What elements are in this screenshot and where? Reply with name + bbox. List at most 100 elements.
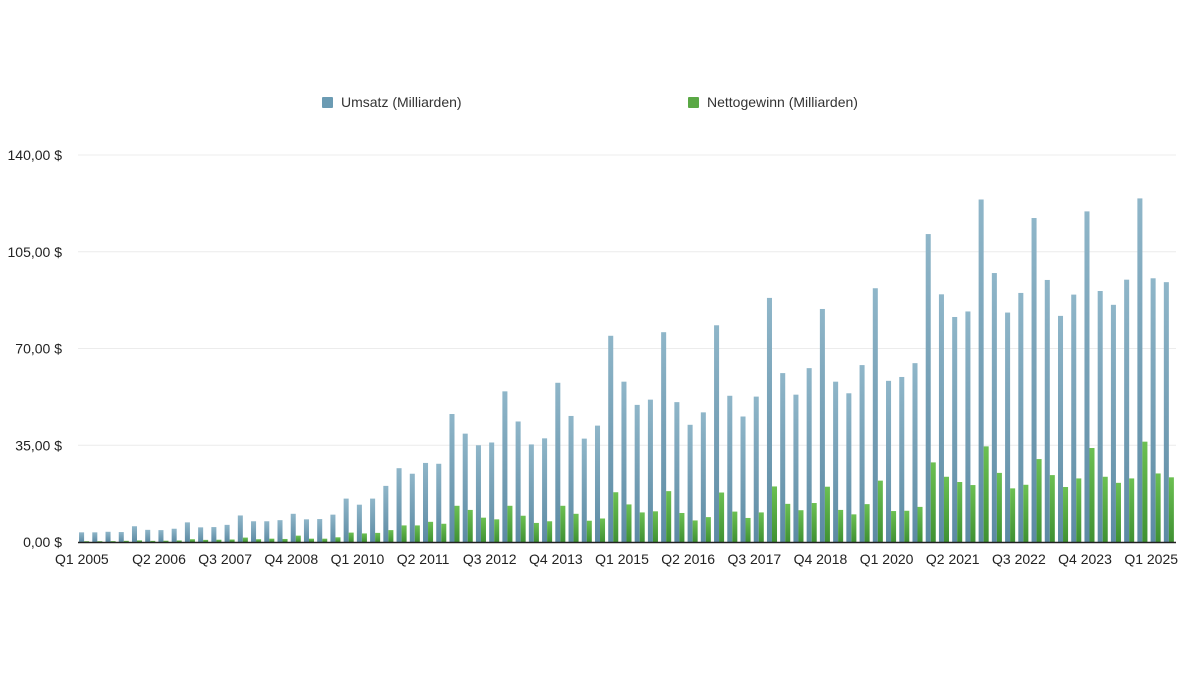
bar-net-profit[interactable]	[851, 514, 857, 542]
bar-net-profit[interactable]	[348, 532, 354, 542]
bar-net-profit[interactable]	[719, 492, 725, 542]
bar-net-profit[interactable]	[970, 485, 976, 542]
bar-revenue[interactable]	[171, 528, 177, 542]
bar-revenue[interactable]	[1018, 292, 1024, 542]
bar-net-profit[interactable]	[771, 486, 778, 542]
bar-net-profit[interactable]	[692, 520, 698, 542]
bar-net-profit[interactable]	[600, 518, 606, 543]
bar-net-profit[interactable]	[163, 540, 169, 542]
bar-revenue[interactable]	[92, 532, 98, 542]
bar-net-profit[interactable]	[586, 520, 592, 542]
bar-revenue[interactable]	[475, 445, 481, 542]
bar-revenue[interactable]	[952, 316, 958, 542]
bar-revenue[interactable]	[846, 393, 852, 542]
bar-net-profit[interactable]	[891, 511, 897, 542]
bar-net-profit[interactable]	[189, 539, 195, 542]
bar-revenue[interactable]	[528, 444, 534, 542]
bar-net-profit[interactable]	[84, 541, 90, 542]
bar-revenue[interactable]	[872, 288, 878, 542]
bar-net-profit[interactable]	[626, 504, 632, 542]
bar-net-profit[interactable]	[930, 462, 936, 542]
bar-net-profit[interactable]	[1023, 484, 1029, 542]
bar-revenue[interactable]	[938, 294, 944, 542]
bar-net-profit[interactable]	[652, 511, 658, 542]
bar-revenue[interactable]	[462, 433, 468, 542]
bar-revenue[interactable]	[621, 381, 627, 542]
bar-net-profit[interactable]	[639, 512, 645, 542]
bar-revenue[interactable]	[661, 332, 667, 542]
bar-revenue[interactable]	[317, 519, 323, 542]
bar-net-profit[interactable]	[666, 491, 672, 542]
bar-net-profit[interactable]	[1142, 441, 1148, 542]
bar-net-profit[interactable]	[957, 482, 963, 542]
bar-net-profit[interactable]	[401, 525, 407, 542]
bar-net-profit[interactable]	[335, 537, 341, 542]
bar-revenue[interactable]	[105, 531, 111, 542]
bar-net-profit[interactable]	[216, 539, 222, 542]
bar-revenue[interactable]	[1097, 291, 1103, 542]
bar-net-profit[interactable]	[1102, 476, 1108, 542]
bar-net-profit[interactable]	[229, 539, 235, 542]
bar-net-profit[interactable]	[864, 504, 870, 542]
bar-revenue[interactable]	[145, 529, 151, 542]
bar-revenue[interactable]	[634, 404, 640, 542]
bar-net-profit[interactable]	[705, 517, 711, 542]
bar-revenue[interactable]	[118, 532, 124, 542]
bar-net-profit[interactable]	[150, 540, 156, 542]
bar-revenue[interactable]	[330, 514, 336, 542]
bar-revenue[interactable]	[925, 234, 931, 542]
bar-revenue[interactable]	[1058, 315, 1064, 542]
bar-net-profit[interactable]	[745, 517, 751, 542]
bar-revenue[interactable]	[1084, 211, 1090, 542]
bar-revenue[interactable]	[965, 311, 971, 542]
bar-revenue[interactable]	[1137, 198, 1143, 542]
bar-revenue[interactable]	[991, 273, 997, 542]
bar-net-profit[interactable]	[1115, 482, 1121, 542]
bar-revenue[interactable]	[383, 485, 389, 542]
bar-net-profit[interactable]	[282, 538, 288, 542]
bar-net-profit[interactable]	[679, 512, 685, 542]
bar-net-profit[interactable]	[110, 541, 116, 542]
bar-net-profit[interactable]	[824, 486, 830, 542]
legend-item-net-profit[interactable]: Nettogewinn (Milliarden)	[688, 94, 858, 110]
bar-net-profit[interactable]	[1129, 478, 1135, 542]
bar-net-profit[interactable]	[414, 525, 420, 542]
bar-revenue[interactable]	[806, 368, 812, 542]
bar-net-profit[interactable]	[904, 510, 910, 542]
bar-net-profit[interactable]	[375, 532, 381, 542]
bar-revenue[interactable]	[396, 468, 402, 542]
bar-revenue[interactable]	[436, 463, 442, 542]
bar-revenue[interactable]	[409, 473, 415, 542]
bar-revenue[interactable]	[290, 513, 296, 542]
bar-net-profit[interactable]	[877, 480, 883, 542]
bar-net-profit[interactable]	[123, 540, 129, 542]
bar-net-profit[interactable]	[1063, 486, 1069, 542]
bar-revenue[interactable]	[1110, 304, 1116, 542]
bar-revenue[interactable]	[608, 335, 614, 542]
bar-revenue[interactable]	[1005, 312, 1011, 542]
bar-net-profit[interactable]	[943, 476, 949, 542]
bar-net-profit[interactable]	[533, 522, 539, 542]
bar-revenue[interactable]	[502, 391, 508, 542]
bar-net-profit[interactable]	[547, 521, 553, 542]
bar-revenue[interactable]	[674, 402, 680, 542]
bar-revenue[interactable]	[912, 363, 918, 542]
bar-net-profit[interactable]	[203, 539, 209, 542]
bar-net-profit[interactable]	[1049, 475, 1055, 542]
bar-revenue[interactable]	[647, 399, 653, 542]
bar-revenue[interactable]	[251, 521, 257, 542]
bar-net-profit[interactable]	[295, 535, 301, 542]
bar-revenue[interactable]	[753, 396, 759, 542]
bar-revenue[interactable]	[978, 199, 984, 543]
bar-revenue[interactable]	[1031, 218, 1037, 542]
bar-revenue[interactable]	[1124, 279, 1130, 542]
bar-revenue[interactable]	[237, 515, 243, 542]
bar-net-profit[interactable]	[811, 503, 817, 542]
bar-net-profit[interactable]	[467, 509, 473, 542]
bar-net-profit[interactable]	[838, 509, 844, 542]
bar-revenue[interactable]	[594, 425, 601, 542]
bar-revenue[interactable]	[555, 382, 561, 542]
bar-net-profit[interactable]	[242, 537, 248, 542]
bar-net-profit[interactable]	[494, 519, 500, 542]
bar-net-profit[interactable]	[137, 540, 143, 542]
